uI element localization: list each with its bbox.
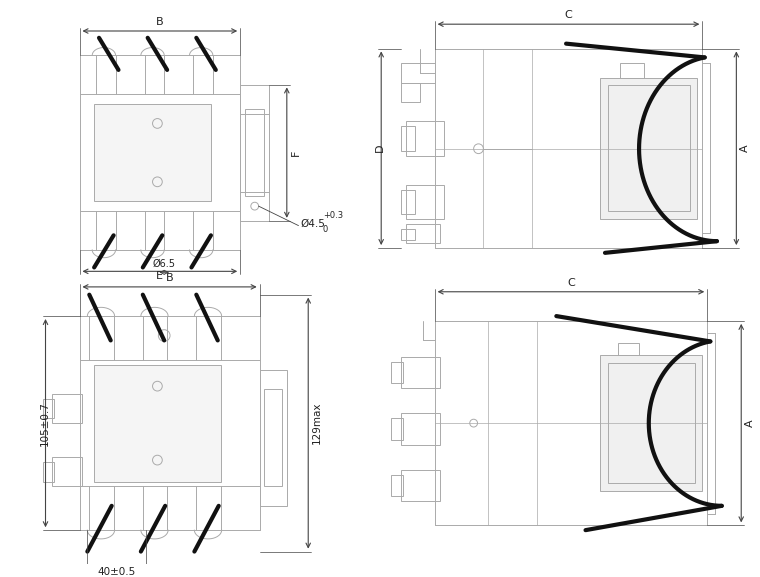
Bar bbox=[240, 84, 269, 221]
Text: Ø6.5: Ø6.5 bbox=[153, 258, 176, 268]
Text: 129max: 129max bbox=[312, 402, 322, 444]
Bar bbox=[608, 363, 695, 484]
Bar bbox=[600, 355, 702, 491]
Text: +0.3: +0.3 bbox=[323, 211, 343, 220]
Bar bbox=[401, 470, 439, 501]
Bar bbox=[401, 190, 415, 214]
Bar bbox=[600, 78, 698, 219]
Bar bbox=[52, 457, 81, 486]
Bar bbox=[406, 224, 439, 243]
Text: 40±0.5: 40±0.5 bbox=[97, 567, 136, 577]
Bar bbox=[264, 389, 282, 486]
Bar bbox=[245, 109, 264, 196]
Bar bbox=[406, 185, 445, 219]
Text: E: E bbox=[157, 271, 163, 281]
Bar bbox=[618, 343, 639, 355]
Bar bbox=[401, 63, 435, 83]
Bar bbox=[260, 370, 287, 506]
Text: D: D bbox=[375, 144, 385, 152]
Bar bbox=[391, 418, 403, 440]
Text: A: A bbox=[745, 419, 755, 427]
Bar bbox=[401, 413, 439, 444]
Text: C: C bbox=[567, 278, 575, 288]
Bar bbox=[391, 362, 403, 383]
Bar bbox=[401, 83, 420, 102]
Text: B: B bbox=[156, 17, 163, 27]
Text: 105±0.7: 105±0.7 bbox=[40, 400, 49, 445]
Bar bbox=[406, 122, 445, 156]
Bar bbox=[43, 399, 54, 418]
Bar bbox=[401, 357, 439, 388]
Bar bbox=[608, 85, 689, 211]
Text: F: F bbox=[291, 149, 301, 156]
Bar bbox=[43, 462, 54, 481]
Text: 0: 0 bbox=[323, 224, 328, 234]
Text: A: A bbox=[740, 144, 750, 152]
Text: C: C bbox=[565, 10, 572, 20]
Text: B: B bbox=[166, 273, 173, 283]
Bar bbox=[94, 104, 211, 201]
Bar bbox=[52, 394, 81, 423]
Bar bbox=[391, 475, 403, 496]
Text: Ø4.5: Ø4.5 bbox=[300, 219, 325, 228]
Bar bbox=[619, 63, 644, 78]
Bar bbox=[94, 365, 220, 481]
Bar bbox=[401, 126, 415, 151]
Bar bbox=[401, 228, 415, 240]
